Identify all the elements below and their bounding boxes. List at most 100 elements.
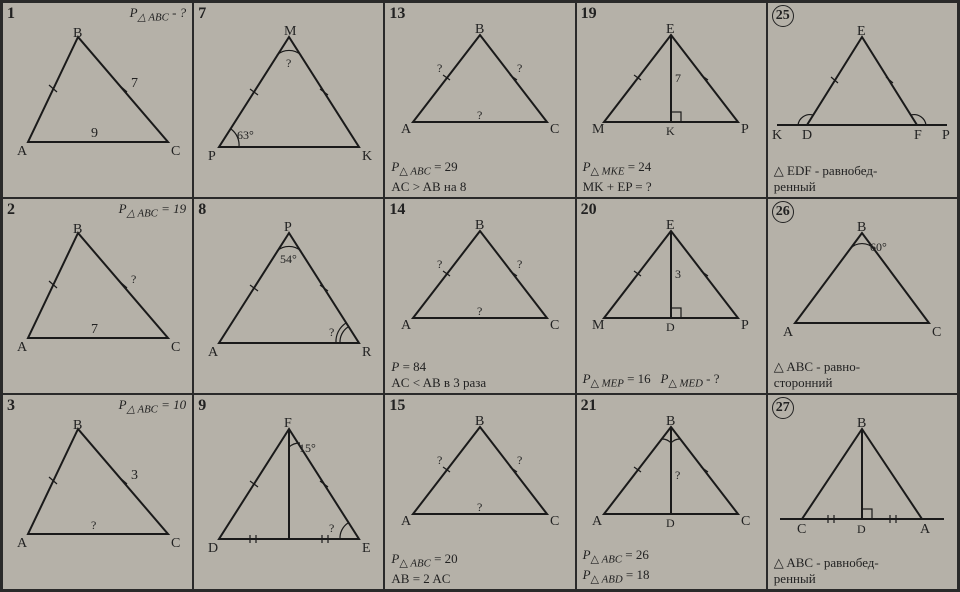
svg-text:K: K: [362, 149, 372, 164]
svg-text:?: ?: [437, 257, 442, 271]
cell-1: 1 P△ ABC - ? B A C 7 9: [2, 2, 193, 198]
cell-number: 7: [198, 5, 206, 23]
svg-text:C: C: [550, 514, 559, 529]
svg-text:M: M: [284, 24, 297, 39]
cell-number: 9: [198, 397, 206, 415]
svg-text:C: C: [741, 514, 750, 529]
svg-text:A: A: [17, 340, 28, 355]
svg-text:P: P: [284, 220, 292, 235]
svg-text:B: B: [73, 26, 82, 41]
svg-text:A: A: [17, 536, 28, 551]
cell-number: 26: [772, 201, 794, 223]
svg-text:?: ?: [437, 61, 442, 75]
cell-footer: △ EDF - равнобед-ренный: [774, 163, 953, 196]
svg-text:D: D: [666, 320, 675, 334]
triangle-27: B C A D: [768, 419, 957, 549]
svg-text:?: ?: [329, 325, 334, 339]
svg-text:A: A: [401, 122, 412, 137]
cell-number: 21: [581, 397, 597, 415]
svg-text:C: C: [171, 536, 180, 551]
cell-footer: P△ MEP = 16 P△ MED - ?: [583, 371, 762, 391]
svg-text:?: ?: [91, 518, 96, 532]
cell-footer: P = 84AC < AB в 3 раза: [391, 359, 570, 392]
cell-footer: P△ ABC = 29AC > AB на 8: [391, 159, 570, 195]
svg-text:F: F: [914, 128, 922, 143]
cell-footer: P△ ABC = 20AB = 2 AC: [391, 551, 570, 587]
svg-text:7: 7: [91, 322, 98, 337]
triangle-14: B A C ? ? ?: [385, 223, 574, 353]
svg-text:7: 7: [131, 76, 138, 91]
svg-text:A: A: [401, 514, 412, 529]
triangle-2: B A C ? 7: [3, 223, 192, 353]
svg-text:?: ?: [477, 108, 482, 122]
svg-text:?: ?: [131, 272, 136, 286]
svg-text:P: P: [208, 149, 216, 164]
triangle-1: B A C 7 9: [3, 27, 192, 157]
cell-number: 8: [198, 201, 206, 219]
svg-text:D: D: [208, 541, 218, 556]
svg-text:B: B: [857, 416, 866, 431]
cell-7: 7 M P K ? 63°: [193, 2, 384, 198]
svg-text:?: ?: [477, 304, 482, 318]
cell-19: 19 E M P K 7 P△ MKE = 24MK + EP = ?: [576, 2, 767, 198]
svg-text:?: ?: [517, 61, 522, 75]
cell-footer: P△ MKE = 24MK + EP = ?: [583, 159, 762, 195]
triangle-13: B A C ? ? ?: [385, 27, 574, 157]
cell-footer: △ ABC - равно-сторонний: [774, 359, 953, 392]
svg-text:C: C: [550, 122, 559, 137]
svg-text:A: A: [920, 522, 931, 537]
triangle-7: M P K ? 63°: [194, 27, 383, 157]
svg-text:M: M: [592, 122, 605, 137]
svg-text:A: A: [783, 325, 794, 340]
svg-text:B: B: [475, 22, 484, 37]
svg-text:P: P: [942, 128, 950, 143]
cell-25: 25 E D F K P △ EDF - равнобед-ренный: [767, 2, 958, 198]
triangle-19: E M P K 7: [577, 27, 766, 157]
svg-text:C: C: [550, 318, 559, 333]
svg-text:B: B: [475, 414, 484, 429]
cell-21: 21 B A C D ? P△ ABC = 26P△ ABD = 18: [576, 394, 767, 590]
cell-15: 15 B A C ? ? ? P△ ABC = 20AB = 2 AC: [384, 394, 575, 590]
triangle-21: B A C D ?: [577, 419, 766, 549]
svg-text:7: 7: [675, 71, 681, 85]
cell-27: 27 B C A D △ ABC - равнобед-ренный: [767, 394, 958, 590]
cell-number: 3: [7, 397, 15, 415]
triangle-15: B A C ? ? ?: [385, 419, 574, 549]
cell-14: 14 B A C ? ? ? P = 84AC < AB в 3 раза: [384, 198, 575, 394]
triangle-26: B A C 60°: [768, 223, 957, 353]
svg-text:A: A: [208, 345, 219, 360]
svg-text:A: A: [401, 318, 412, 333]
svg-text:C: C: [932, 325, 941, 340]
svg-text:C: C: [171, 340, 180, 355]
svg-text:F: F: [284, 416, 292, 431]
svg-text:B: B: [666, 414, 675, 429]
cell-9: 9 F D E 15° ?: [193, 394, 384, 590]
cell-number: 27: [772, 397, 794, 419]
svg-text:B: B: [475, 218, 484, 233]
svg-text:?: ?: [437, 453, 442, 467]
svg-text:3: 3: [131, 468, 138, 483]
svg-text:9: 9: [91, 126, 98, 141]
svg-text:D: D: [857, 522, 866, 536]
triangle-9: F D E 15° ?: [194, 419, 383, 549]
cell-number: 14: [389, 201, 405, 219]
svg-text:K: K: [772, 128, 782, 143]
cell-number: 20: [581, 201, 597, 219]
svg-text:?: ?: [329, 521, 334, 535]
cell-number: 25: [772, 5, 794, 27]
cell-number: 15: [389, 397, 405, 415]
svg-text:P: P: [741, 318, 749, 333]
cell-number: 2: [7, 201, 15, 219]
svg-text:?: ?: [517, 453, 522, 467]
svg-text:?: ?: [286, 56, 291, 70]
svg-text:P: P: [741, 122, 749, 137]
svg-text:E: E: [362, 541, 371, 556]
svg-text:E: E: [666, 22, 675, 37]
cell-header: P△ ABC - ?: [130, 5, 187, 24]
cell-2: 2 P△ ABC = 19 B A C ? 7: [2, 198, 193, 394]
cell-number: 13: [389, 5, 405, 23]
svg-text:A: A: [17, 144, 28, 159]
svg-text:C: C: [171, 144, 180, 159]
svg-text:B: B: [73, 418, 82, 433]
svg-text:R: R: [362, 345, 372, 360]
